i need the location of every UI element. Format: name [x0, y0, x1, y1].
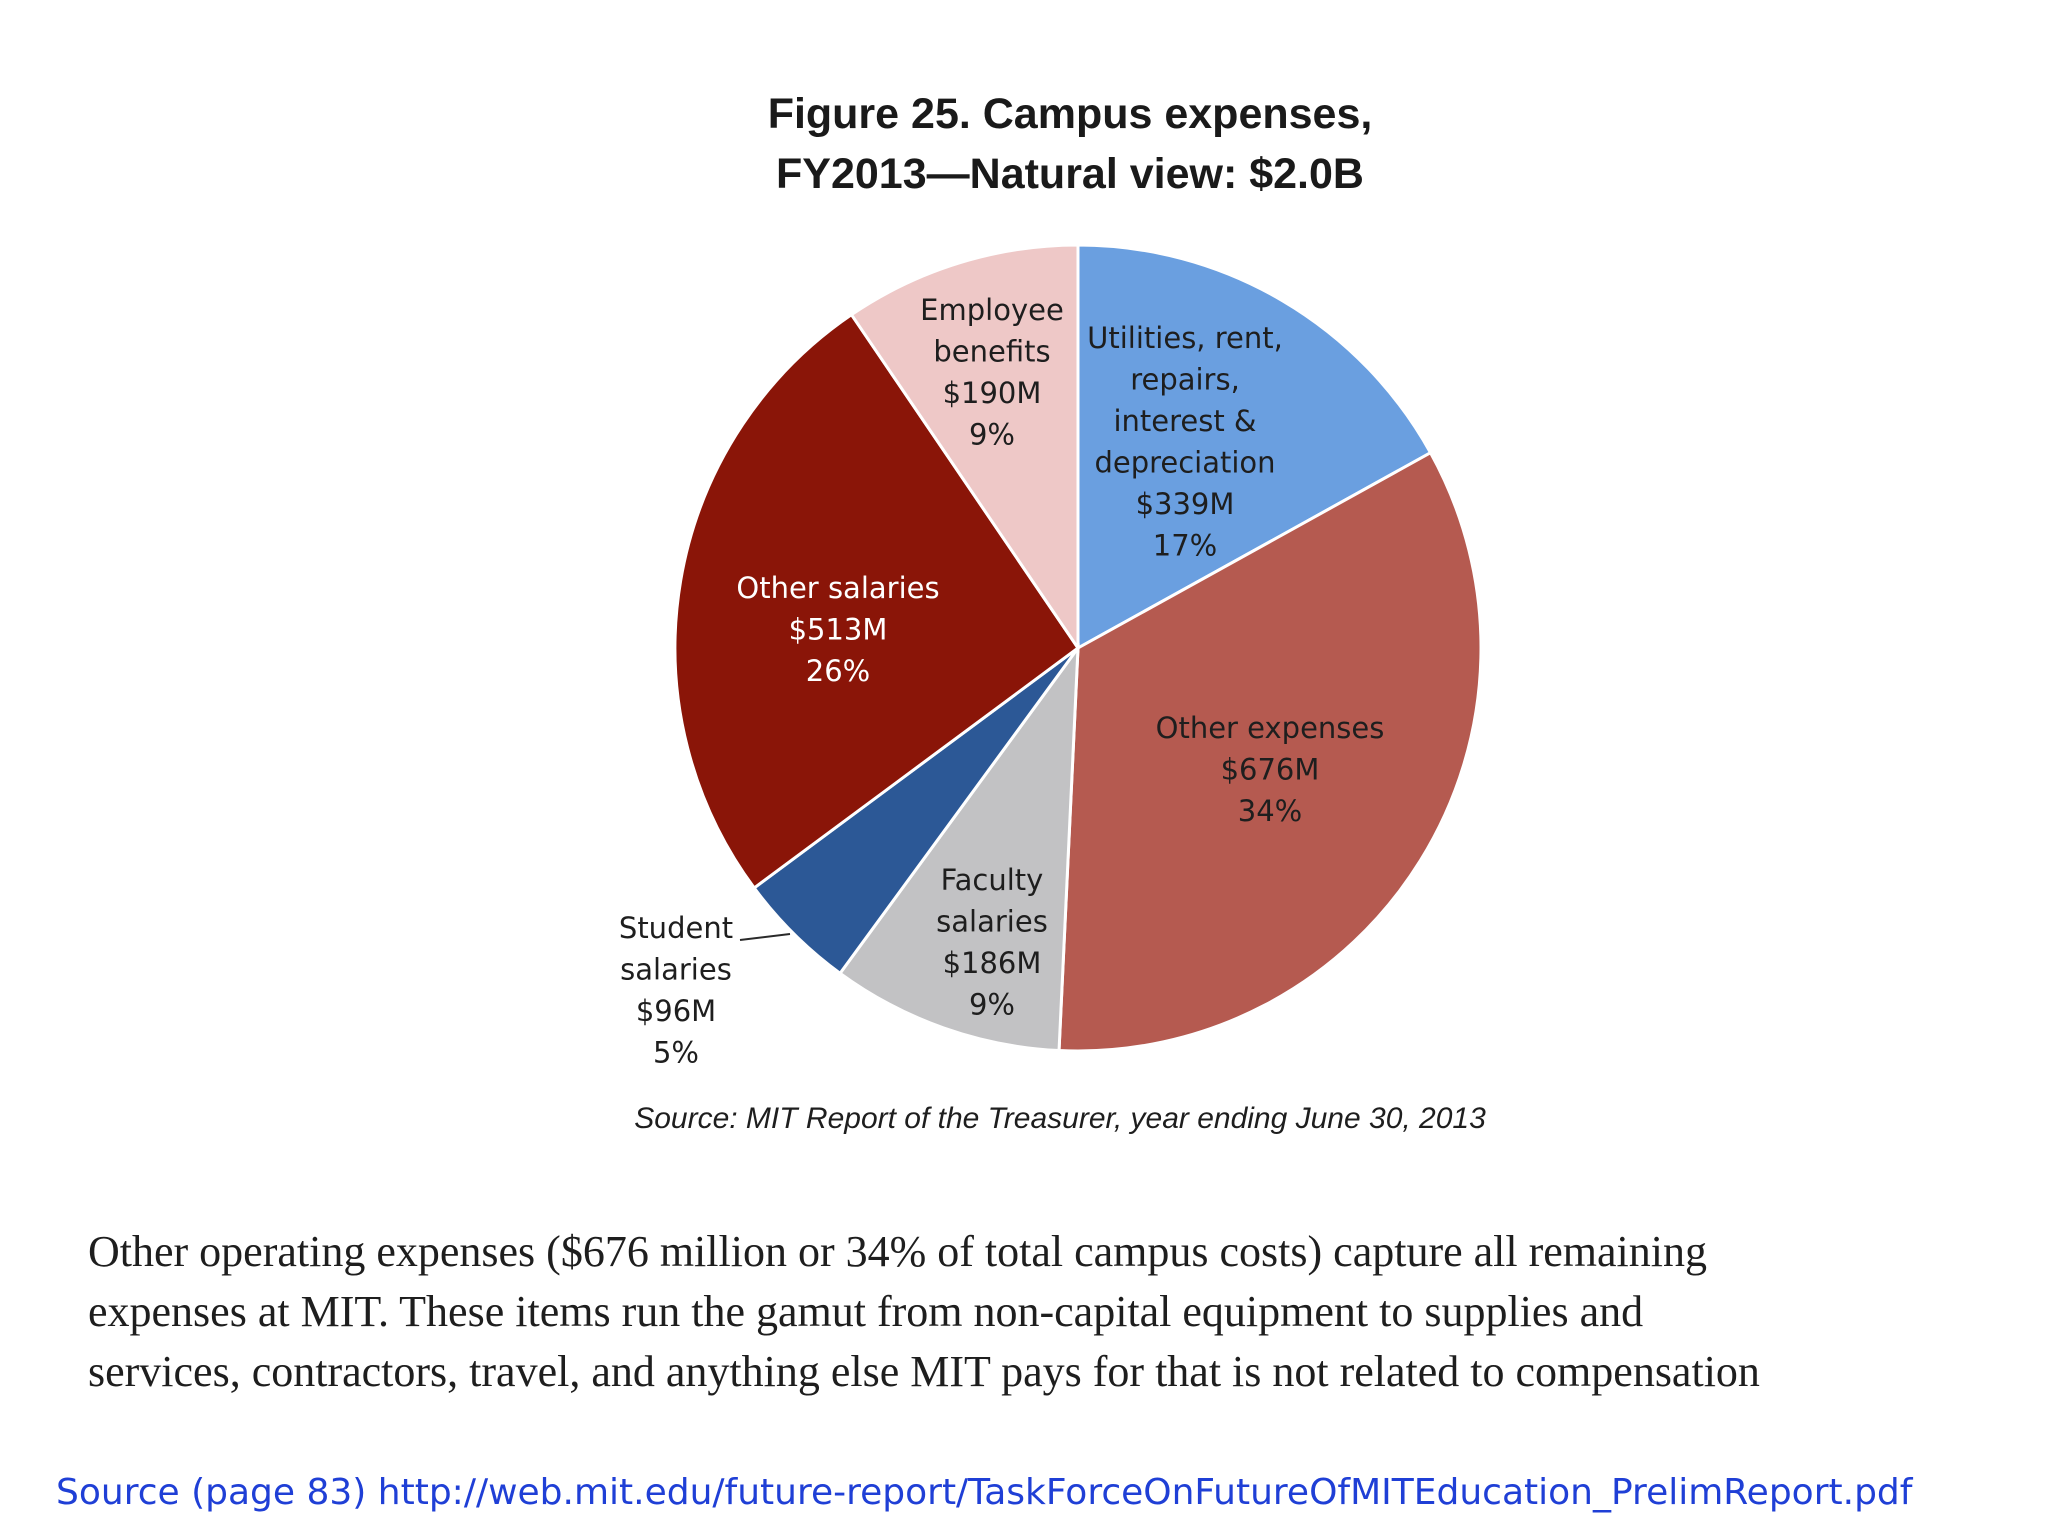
slice-label-name: depreciation — [1094, 446, 1275, 480]
slice-label: Student salaries $96M 5% — [619, 911, 733, 1070]
pie-slice — [838, 643, 1080, 1053]
slice-label-percent: 9% — [969, 988, 1015, 1022]
slice-labels: Utilities, rent, repairs, interest & deprec… — [619, 293, 1384, 1070]
chart-title-line-1: Figure 25. Campus expenses, — [768, 90, 1373, 138]
source-link[interactable]: Source (page 83) http://web.mit.edu/futu… — [56, 1472, 1913, 1513]
slice-label-value: $676M — [1221, 753, 1320, 787]
chart-source-note: Source: MIT Report of the Treasurer, yea… — [634, 1102, 1486, 1135]
slice-label-name: Utilities, rent, — [1087, 321, 1283, 355]
slice-label: Utilities, rent, repairs, interest & deprec… — [1087, 321, 1283, 563]
slice-label-percent: 34% — [1238, 794, 1302, 828]
slice-label-name: repairs, — [1130, 363, 1240, 397]
slice-label-value: $190M — [943, 376, 1042, 410]
slice-label: Faculty salaries $186M 9% — [936, 863, 1048, 1022]
paragraph-line: services, contractors, travel, and anyth… — [88, 1347, 1760, 1396]
slice-label-name: Other salaries — [736, 571, 939, 605]
slice-label-name: Employee — [920, 293, 1064, 327]
student-salaries-leader-line — [739, 933, 791, 941]
slice-label-percent: 5% — [653, 1036, 699, 1070]
slice-label-percent: 17% — [1153, 529, 1217, 563]
slice-label: Other expenses $676M 34% — [1156, 711, 1385, 828]
slice-label-percent: 26% — [806, 654, 870, 688]
slice-label-name: Student — [619, 911, 733, 945]
slice-label: Other salaries $513M 26% — [736, 571, 939, 688]
slice-label-value: $96M — [636, 994, 716, 1028]
pie-slice — [1057, 450, 1483, 1053]
slice-label-name: salaries — [936, 905, 1048, 939]
slice-label-name: interest & — [1113, 404, 1256, 438]
paragraph-line: Other operating expenses ($676 million o… — [88, 1227, 1707, 1276]
slice-label-value: $186M — [943, 946, 1042, 980]
description-paragraph: Other operating expenses ($676 million o… — [88, 1222, 2048, 1402]
pie-slice — [673, 312, 1081, 891]
slice-label-name: Faculty — [941, 863, 1044, 897]
slice-label-percent: 9% — [969, 418, 1015, 452]
paragraph-line: expenses at MIT. These items run the gam… — [88, 1287, 1644, 1336]
chart-title-line-2: FY2013—Natural view: $2.0B — [776, 150, 1364, 198]
pie-slice — [849, 243, 1080, 653]
pie-slices — [673, 243, 1483, 1053]
slice-label-name: benefits — [933, 335, 1050, 369]
slice-label-name: salaries — [620, 953, 732, 987]
slice-label-value: $513M — [789, 613, 888, 647]
slice-label-value: $339M — [1136, 487, 1235, 521]
pie-slice — [1076, 243, 1433, 651]
slice-label: Employee benefits $190M 9% — [920, 293, 1064, 452]
slice-label-name: Other expenses — [1156, 711, 1385, 745]
